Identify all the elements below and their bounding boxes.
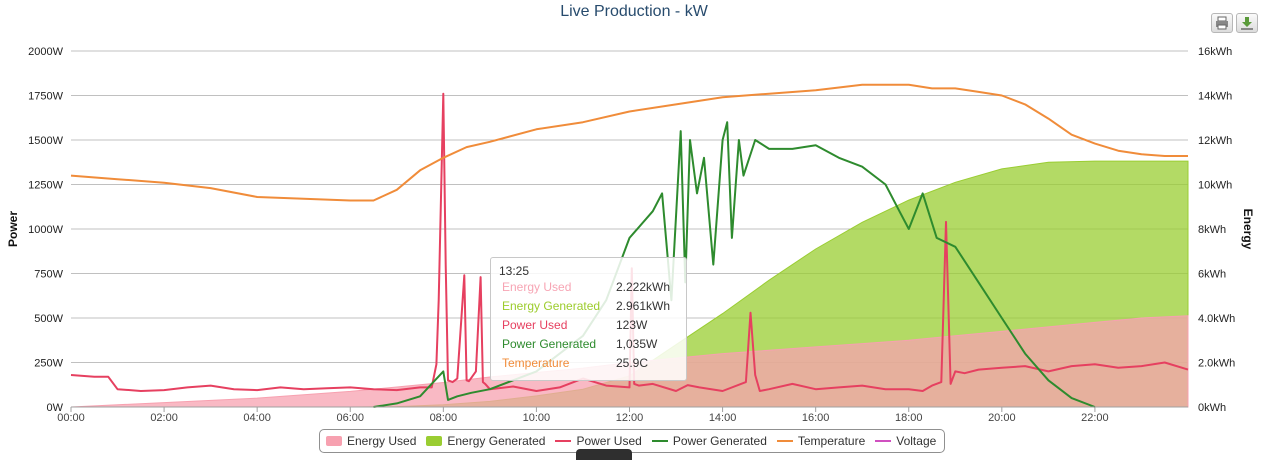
legend-label: Temperature: [797, 434, 866, 448]
x-tick-label: 00:00: [57, 412, 85, 424]
y-right-tick-label: 10kWh: [1198, 180, 1232, 192]
y-left-tick-label: 1750W: [28, 91, 63, 103]
legend-item-energy-generated[interactable]: Energy Generated: [426, 434, 545, 448]
download-button[interactable]: [1236, 13, 1258, 33]
legend-item-energy-used[interactable]: Energy Used: [326, 434, 416, 448]
area-series: [70, 160, 1189, 408]
legend-swatch: [776, 440, 793, 442]
x-tick-label: 04:00: [243, 412, 271, 424]
y-right-tick-label: 2.0kWh: [1198, 358, 1235, 370]
power-generated-line: [373, 121, 1096, 408]
x-tick-label: 06:00: [336, 412, 364, 424]
y-right-tick-label: 6kWh: [1198, 269, 1226, 281]
line-series: [70, 83, 1189, 408]
y-right-tick-label: 16kWh: [1198, 46, 1232, 58]
x-tick-label: 08:00: [430, 412, 458, 424]
legend-swatch: [326, 436, 342, 446]
legend-label: Power Used: [576, 434, 642, 448]
axes: 0W 250W 500W 750W 1000W 1250W 1500W 1750W 2000W 0…: [6, 46, 1255, 424]
printer-icon: [1216, 16, 1228, 30]
energy-used-area: [70, 315, 1189, 408]
y-left-tick-label: 1500W: [28, 135, 63, 147]
legend-label: Power Generated: [672, 434, 767, 448]
tooltip-row-name: Power Generated: [502, 337, 597, 351]
x-tick-label: 02:00: [150, 412, 178, 424]
legend-swatch: [426, 436, 443, 446]
tooltip-row-value: 123W: [616, 318, 648, 332]
y-left-tick-label: 2000W: [28, 46, 63, 58]
y-left-tick-label: 0W: [47, 402, 64, 414]
y-left-tick-label: 1000W: [28, 224, 63, 236]
tooltip-row-value: 2.961kWh: [616, 299, 671, 313]
y-left-tick-label: 500W: [34, 313, 63, 325]
y-right-tick-label: 14kWh: [1198, 91, 1232, 103]
tooltip-row-name: Power Used: [502, 318, 568, 332]
legend: Energy Used Energy Generated Power Used Pow…: [319, 429, 946, 453]
y-left-tick-label: 750W: [34, 269, 63, 281]
tooltip-row-value: 25.9C: [616, 356, 649, 370]
x-tick-label: 10:00: [523, 412, 551, 424]
y-right-tick-label: 0kWh: [1198, 402, 1226, 414]
x-tick-label: 18:00: [895, 412, 923, 424]
print-button[interactable]: [1211, 13, 1233, 33]
y-right-tick-label: 4.0kWh: [1198, 313, 1235, 325]
temperature-line: [70, 83, 1188, 202]
tooltip-row-name: Energy Generated: [502, 299, 601, 313]
x-tick-label: 12:00: [616, 412, 644, 424]
y-right-axis-title: Energy: [1241, 209, 1255, 250]
x-tick-label: 20:00: [988, 412, 1016, 424]
legend-label: Energy Used: [347, 434, 417, 448]
legend-label: Energy Generated: [447, 434, 546, 448]
legend-item-voltage[interactable]: Voltage: [875, 434, 936, 448]
legend-swatch: [651, 440, 668, 442]
y-left-tick-label: 250W: [34, 358, 63, 370]
x-tick-label: 14:00: [709, 412, 737, 424]
tooltip-time: 13:25: [499, 264, 530, 278]
tooltip-row-name: Energy Used: [502, 280, 572, 294]
tooltip-row-name: Temperature: [502, 356, 570, 370]
legend-item-temperature[interactable]: Temperature: [776, 434, 866, 448]
power-used-line: [70, 92, 1189, 392]
legend-item-power-used[interactable]: Power Used: [555, 434, 642, 448]
bottom-tab[interactable]: [576, 449, 632, 460]
tooltip-row-value: 2.222kWh: [616, 280, 671, 294]
tooltip: 13:25 Energy Used 2.222kWh Energy Generate…: [490, 257, 687, 381]
y-right-tick-label: 12kWh: [1198, 135, 1232, 147]
y-right-tick-label: 8kWh: [1198, 224, 1226, 236]
legend-item-power-generated[interactable]: Power Generated: [651, 434, 767, 448]
legend-swatch: [555, 440, 572, 442]
legend-swatch: [875, 440, 892, 442]
chart-title: Live Production - kW: [560, 3, 708, 20]
download-icon: [1241, 17, 1253, 30]
x-tick-label: 16:00: [802, 412, 830, 424]
x-tick-label: 22:00: [1081, 412, 1109, 424]
legend-label: Voltage: [896, 434, 937, 448]
tooltip-row-value: 1,035W: [616, 337, 658, 351]
grid-lines: [71, 50, 1188, 408]
y-left-axis-title: Power: [6, 211, 20, 247]
y-left-tick-label: 1250W: [28, 180, 63, 192]
